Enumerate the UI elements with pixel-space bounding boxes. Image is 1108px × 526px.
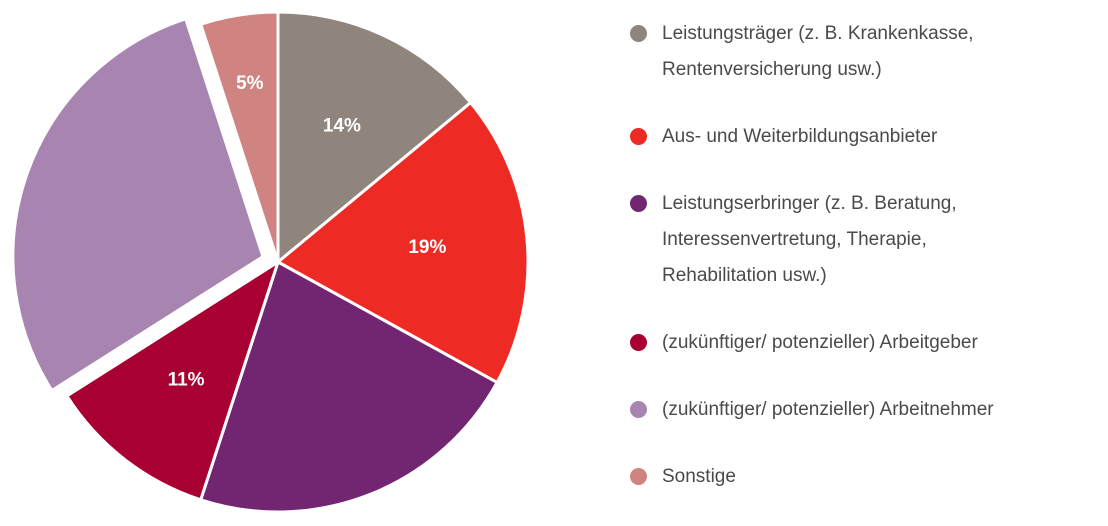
legend-label: Leistungsträger (z. B. Krankenkasse, Ren… bbox=[662, 23, 974, 80]
legend-item: (zukünftiger/ potenzieller) Arbeitgeber bbox=[630, 325, 1040, 361]
legend-label: (zukünftiger/ potenzieller) Arbeitgeber bbox=[662, 332, 978, 353]
pie-slice bbox=[198, 10, 280, 263]
pie-slice bbox=[275, 100, 530, 385]
legend-swatch bbox=[630, 468, 647, 485]
legend-label: Sonstige bbox=[662, 466, 736, 487]
legend-item: Leistungserbringer (z. B. Beratung, Inte… bbox=[630, 186, 1040, 294]
slice-label: 11% bbox=[168, 370, 205, 391]
legend-swatch bbox=[630, 401, 647, 418]
slice-label: 5% bbox=[236, 73, 264, 94]
page: {"chart_data": {"type": "pie", "categori… bbox=[11, 10, 994, 511]
pie-slice bbox=[11, 16, 265, 393]
slice-label: 14% bbox=[323, 115, 361, 136]
legend-swatch bbox=[630, 334, 647, 351]
pie-slice bbox=[198, 259, 500, 511]
legend-swatch bbox=[630, 25, 647, 42]
pie-slice bbox=[64, 258, 281, 502]
chart: 14% 19% 11% 5% bbox=[11, 10, 530, 511]
legend-label: Aus- und Weiterbildungsanbieter bbox=[662, 126, 938, 147]
legend-swatch bbox=[630, 195, 647, 212]
legend-item: (zukünftiger/ potenzieller) Arbeitnehmer bbox=[630, 392, 1040, 428]
legend-swatch bbox=[630, 128, 647, 145]
legend-item: Aus- und Weiterbildungsanbieter bbox=[630, 119, 1040, 155]
legend: Leistungsträger (z. B. Krankenkasse, Ren… bbox=[630, 16, 1040, 526]
slice-label: 19% bbox=[408, 237, 446, 258]
legend-item: Leistungsträger (z. B. Krankenkasse, Ren… bbox=[630, 16, 1040, 88]
legend-label: Leistungserbringer (z. B. Beratung, Inte… bbox=[662, 193, 957, 286]
legend-item: Sonstige bbox=[630, 459, 1040, 495]
legend-label: (zukünftiger/ potenzieller) Arbeitnehmer bbox=[662, 399, 994, 420]
pie-slice bbox=[276, 10, 473, 266]
